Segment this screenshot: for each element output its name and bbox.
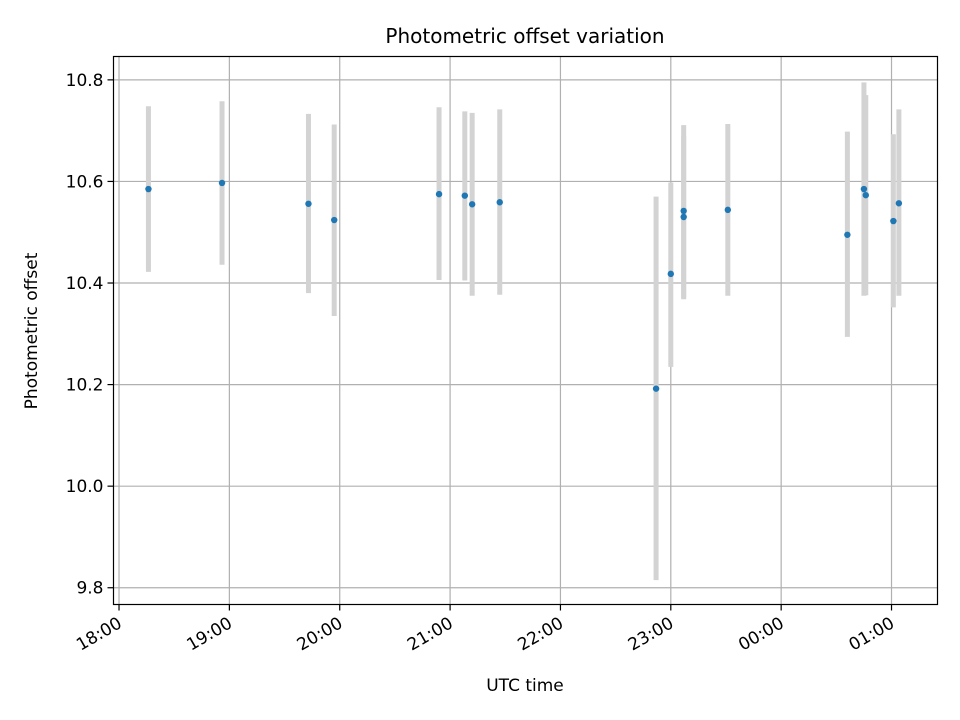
data-point (652, 385, 660, 392)
data-point (890, 217, 897, 225)
y-tick-label: 9.8 (76, 579, 103, 599)
data-point (724, 206, 732, 214)
plot-frame (112, 55, 939, 606)
point-layer (145, 179, 903, 392)
data-point (844, 231, 851, 238)
data-point (496, 199, 503, 206)
data-point (461, 192, 469, 199)
data-point (862, 191, 869, 199)
y-tick-label: 10.8 (66, 71, 104, 91)
data-point (895, 200, 903, 207)
data-point (468, 201, 476, 208)
data-point (860, 185, 868, 193)
y-tick-label: 10.2 (66, 376, 104, 396)
x-axis-title: UTC time (486, 676, 564, 696)
data-point (145, 185, 152, 193)
y-tick-label: 10.0 (66, 477, 104, 497)
data-point (331, 216, 338, 224)
data-point (305, 200, 312, 207)
data-point (218, 179, 226, 187)
data-point (680, 207, 687, 215)
data-point (680, 213, 687, 221)
y-axis: 9.8 10.0 10.2 10.4 10.6 10.8 (66, 71, 114, 599)
y-tick-label: 10.6 (66, 172, 104, 192)
chart-title: Photometric offset variation (385, 24, 664, 48)
data-point (667, 270, 675, 278)
data-point (435, 190, 443, 198)
y-tick-label: 10.4 (66, 274, 104, 294)
y-axis-title: Photometric offset (22, 252, 42, 409)
